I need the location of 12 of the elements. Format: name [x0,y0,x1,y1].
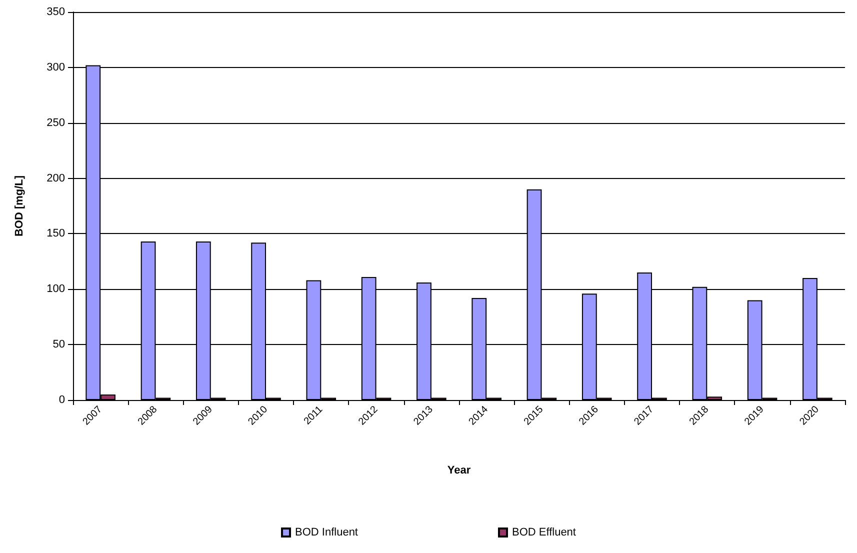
y-tick-label: 100 [46,283,65,296]
y-tick-label: 350 [46,6,65,18]
legend-label: BOD Effluent [512,526,576,538]
y-axis-title: BOD [mg/L] [14,175,26,237]
y-tick-label: 300 [46,61,65,74]
x-axis-title: Year [447,464,472,476]
legend-label: BOD Influent [295,526,358,538]
y-tick-label: 250 [46,116,65,129]
y-tick-label: 150 [46,228,65,240]
y-tick-label: 50 [52,338,65,351]
y-tick-label: 200 [46,172,65,184]
y-tick-label: 0 [58,394,65,406]
